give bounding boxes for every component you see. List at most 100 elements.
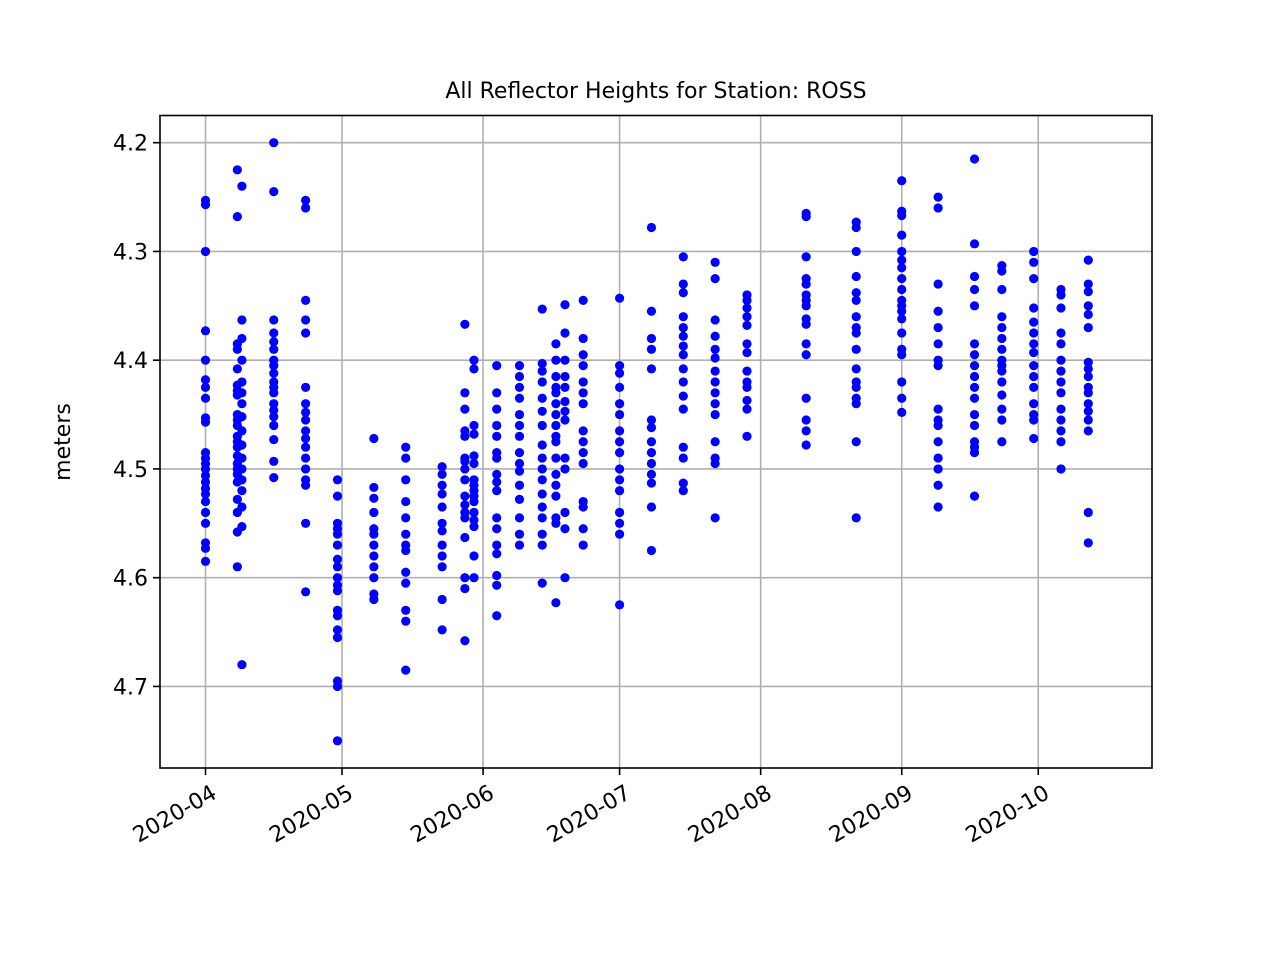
data-point [537, 578, 547, 588]
data-point [369, 529, 379, 539]
data-point [537, 513, 547, 523]
data-point [578, 524, 588, 534]
data-point [537, 377, 547, 387]
data-point [200, 464, 211, 474]
data-point [851, 271, 861, 282]
data-point [537, 529, 547, 539]
y-tick-label: 4.2 [113, 132, 148, 157]
data-point [537, 358, 547, 369]
data-point [801, 301, 811, 311]
data-point [537, 440, 547, 450]
data-point [560, 371, 570, 382]
data-point [646, 423, 657, 433]
data-point [237, 502, 247, 512]
data-point [1056, 366, 1066, 376]
data-point [200, 382, 211, 392]
data-point [560, 328, 570, 338]
data-point [742, 303, 752, 313]
data-point [460, 573, 470, 583]
data-point [742, 366, 752, 376]
data-point [801, 212, 811, 222]
data-point [1083, 388, 1093, 398]
data-point [997, 390, 1007, 400]
data-point [646, 437, 657, 447]
data-point [237, 315, 247, 325]
data-point [1029, 347, 1039, 358]
data-point [801, 440, 811, 450]
data-point [437, 594, 447, 605]
data-point [332, 475, 343, 485]
data-point [237, 355, 247, 365]
data-point [1083, 279, 1093, 289]
data-point [492, 477, 502, 487]
data-point [401, 605, 411, 615]
data-point [437, 469, 447, 479]
data-point [851, 222, 861, 233]
data-point [578, 458, 588, 469]
data-point [514, 420, 525, 431]
data-point [1056, 415, 1066, 425]
data-point [742, 404, 752, 414]
data-point [933, 453, 943, 463]
data-point [332, 681, 343, 692]
chart-title: All Reflector Heights for Station: ROSS [445, 79, 866, 104]
data-point [332, 586, 343, 596]
y-tick-label: 4.5 [113, 458, 148, 483]
data-point [1056, 303, 1066, 313]
data-point [933, 404, 943, 414]
data-point [401, 475, 411, 485]
data-point [1083, 406, 1093, 416]
x-tick-label: 2020-06 [407, 781, 499, 849]
data-point [678, 279, 688, 289]
data-point [1029, 317, 1039, 327]
data-point [437, 480, 447, 490]
data-point [1056, 328, 1066, 338]
data-point [200, 470, 211, 481]
data-point [514, 382, 525, 392]
data-point [437, 625, 447, 635]
data-point [537, 420, 547, 431]
data-point [332, 611, 343, 621]
data-point [301, 518, 311, 528]
data-point [332, 625, 343, 635]
data-point [332, 736, 343, 746]
data-point [401, 513, 411, 523]
data-point [492, 524, 502, 534]
data-point [269, 405, 279, 415]
data-point [614, 361, 625, 371]
data-point [997, 437, 1007, 447]
data-point [200, 496, 211, 507]
data-point [401, 529, 411, 539]
data-point [200, 518, 211, 528]
data-point [369, 482, 379, 493]
data-point [537, 406, 547, 416]
data-point [232, 344, 242, 354]
data-point [560, 382, 570, 392]
data-point [437, 518, 447, 528]
data-point [678, 341, 688, 351]
data-point [560, 300, 570, 310]
data-point [301, 587, 311, 597]
data-point [469, 573, 479, 583]
data-point [332, 529, 343, 539]
data-point [897, 230, 907, 240]
data-point [537, 453, 547, 463]
data-point [1056, 388, 1066, 398]
data-point [232, 494, 242, 504]
data-point [514, 393, 525, 403]
data-point [710, 437, 720, 447]
data-point [969, 339, 980, 349]
data-point [614, 475, 625, 485]
data-point [269, 328, 279, 338]
data-point [997, 366, 1007, 376]
data-point [401, 567, 411, 577]
data-point [301, 295, 311, 305]
data-point [969, 448, 980, 458]
data-point [551, 480, 561, 490]
data-point [437, 502, 447, 512]
data-point [678, 391, 688, 401]
data-point [742, 320, 752, 330]
data-point [997, 284, 1007, 295]
data-point [614, 426, 625, 436]
